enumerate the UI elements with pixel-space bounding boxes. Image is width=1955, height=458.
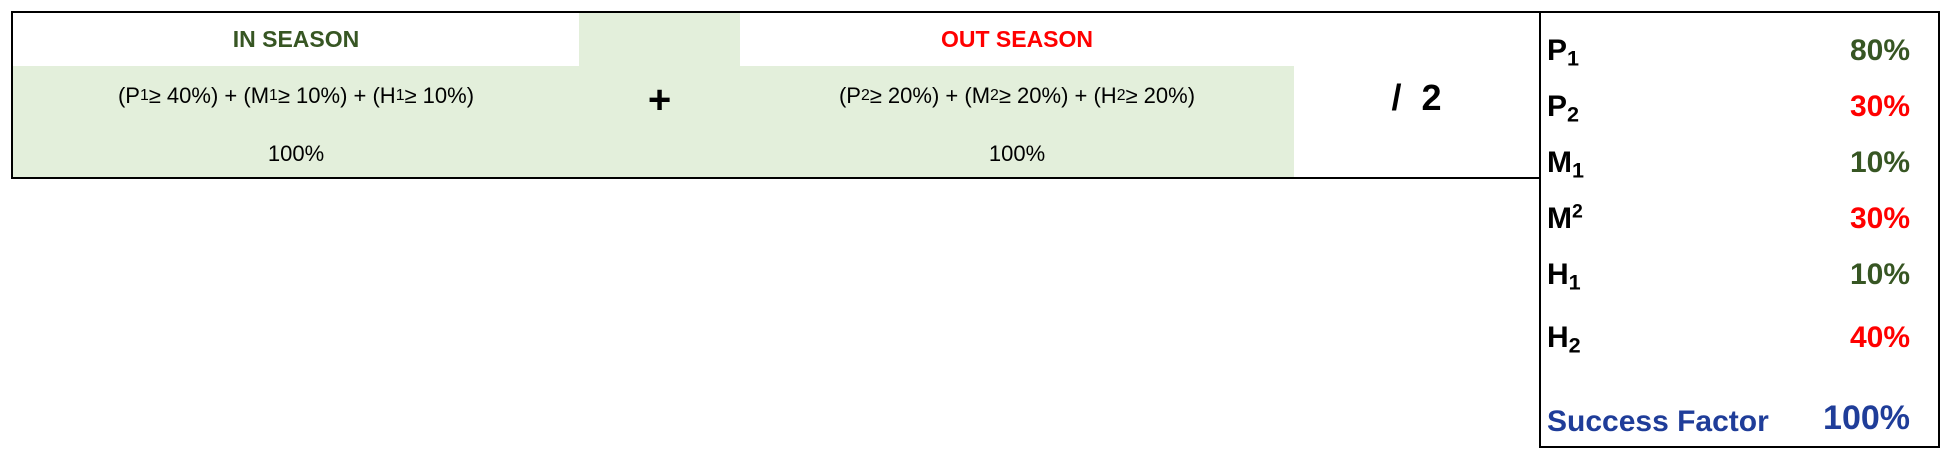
out-season-formula: (P 2 ≥ 20%) + (M 2 ≥ 20%) + (H 2 ≥ 20%) (838, 83, 1196, 108)
variable-base: P (1547, 34, 1568, 67)
out-season-header: OUT SEASON (940, 26, 1094, 52)
out-season-term-m-open: ≥ 20%) + (M (869, 83, 991, 108)
variable-index: 2 (1567, 101, 1580, 127)
variable-label: P1 (1547, 23, 1579, 79)
variable-base: H (1547, 321, 1569, 354)
variable-label: H2 (1547, 310, 1581, 366)
variable-base: P (1547, 90, 1568, 123)
variable-label: M1 (1547, 135, 1584, 191)
variable-value: 30% (1849, 90, 1910, 123)
plus-operator: + (647, 77, 672, 122)
variable-label: H1 (1547, 247, 1581, 303)
variable-value: 10% (1849, 258, 1910, 291)
in-season-term-close: ≥ 10%) (404, 83, 475, 108)
variable-label: M2 (1547, 191, 1583, 247)
variable-value: 30% (1849, 202, 1910, 235)
variable-row: P2 30% (1541, 79, 1938, 135)
variable-base: M (1547, 202, 1572, 235)
in-season-term-m-open: ≥ 40%) + (M (148, 83, 270, 108)
variable-value: 10% (1849, 146, 1910, 179)
out-season-term-h-open: ≥ 20%) + (H (998, 83, 1117, 108)
variable-row: H2 40% (1541, 310, 1938, 366)
variable-index: 1 (1567, 45, 1580, 71)
variable-row: M2 30% (1541, 191, 1938, 247)
variable-base: H (1547, 258, 1569, 291)
in-season-term-h-open: ≥ 10%) + (H (277, 83, 396, 108)
out-season-total: 100% (988, 141, 1046, 166)
variable-row: P1 80% (1541, 23, 1938, 79)
success-factor-value: 100% (1823, 399, 1910, 437)
in-season-header: IN SEASON (232, 26, 360, 52)
green-band (13, 66, 1294, 177)
out-season-term-p-open: (P (838, 83, 861, 108)
variable-index: 2 (1568, 332, 1581, 358)
success-factor-label: Success Factor (1547, 405, 1769, 438)
variable-value: 40% (1849, 321, 1910, 354)
variable-index: 2 (1572, 200, 1583, 223)
variable-label: P2 (1547, 79, 1579, 135)
variable-value: 80% (1849, 34, 1910, 67)
header-spacer-cell (579, 13, 740, 66)
variable-base: M (1547, 146, 1572, 179)
variable-row: M1 10% (1541, 135, 1938, 191)
variable-index: 1 (1572, 157, 1585, 183)
variable-index: 1 (1568, 269, 1581, 295)
in-season-term-p-open: (P (117, 83, 140, 108)
in-season-total: 100% (267, 141, 325, 166)
variable-row: H1 10% (1541, 247, 1938, 303)
in-season-formula: (P 1 ≥ 40%) + (M 1 ≥ 10%) + (H 1 ≥ 10%) (117, 83, 475, 108)
divide-by-two: / 2 (1391, 77, 1442, 118)
variables-panel: P1 80% P2 30% M1 10% M2 30% H1 10% H2 40% Success F… (1539, 11, 1940, 448)
out-season-term-close: ≥ 20%) (1125, 83, 1196, 108)
